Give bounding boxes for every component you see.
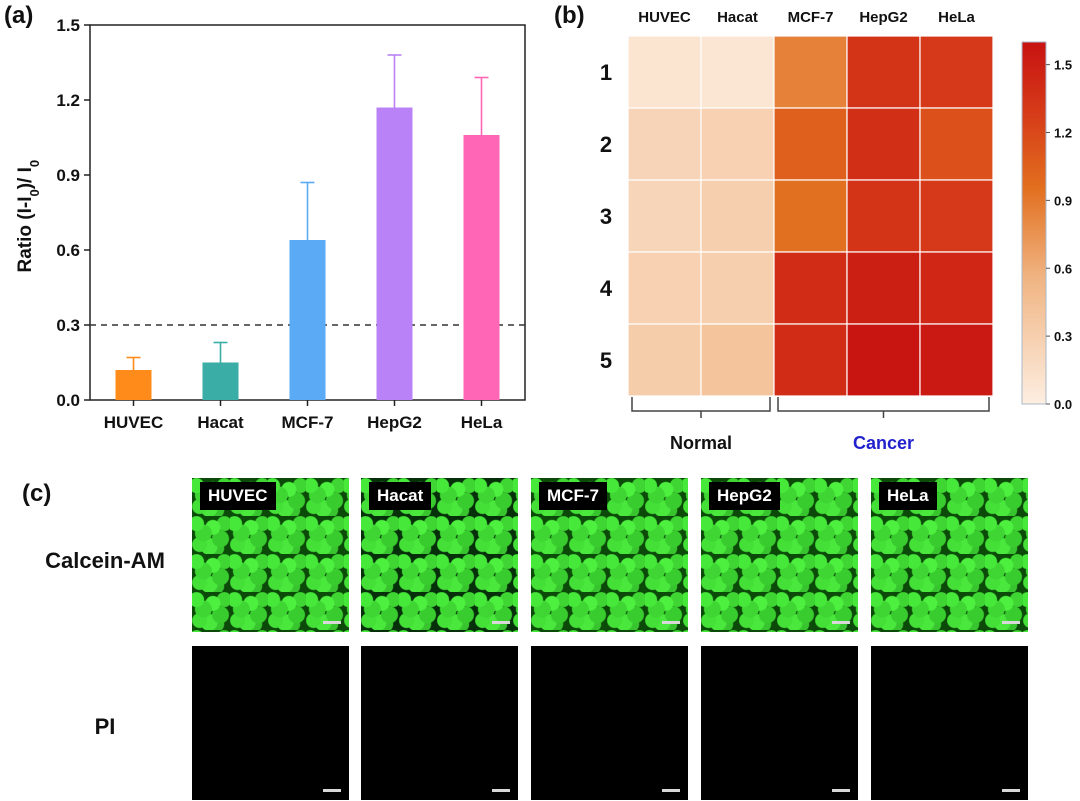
micrograph-calceinam-mcf7: MCF-7 [531, 478, 688, 632]
heatmap-cell [773, 323, 848, 397]
heatmap-column-label: Hacat [717, 9, 758, 26]
x-tick-label: HepG2 [367, 413, 422, 432]
heatmap-cell [627, 179, 702, 253]
heatmap-cell [700, 323, 775, 397]
heatmap-cell [773, 107, 848, 181]
heatmap-row-label: 5 [600, 348, 612, 373]
heatmap-cell [773, 179, 848, 253]
micrograph-pi-huvec [192, 646, 349, 800]
group-bracket [631, 397, 771, 418]
micrograph-label: HeLa [879, 482, 937, 510]
bar-hepg2 [376, 107, 413, 400]
scale-bar [662, 621, 680, 624]
heatmap-cell [627, 107, 702, 181]
heatmap-cell [919, 35, 994, 109]
heatmap-cell [773, 251, 848, 325]
micrograph-pi-hepg2 [701, 646, 858, 800]
colorbar-tick-label: 1.2 [1054, 126, 1072, 141]
group-label-cancer: Cancer [853, 433, 914, 453]
x-tick-label: HUVEC [104, 413, 164, 432]
heatmap-cell [919, 323, 994, 397]
y-axis-label: Ratio (I-I0)/ I0 [15, 160, 42, 273]
heatmap-panel: (b) HUVEC Hacat MCF-7 HepG2 HeLa 1 2 3 4 5 0.0 0.3 0… [540, 0, 1080, 470]
y-tick-label: 1.2 [56, 91, 80, 110]
bar-hela [463, 135, 500, 400]
colorbar-tick-label: 0.9 [1054, 193, 1072, 208]
heatmap-cell [700, 179, 775, 253]
heatmap-cell [627, 35, 702, 109]
scale-bar [492, 621, 510, 624]
heatmap-cell [919, 179, 994, 253]
x-tick-label: Hacat [197, 413, 244, 432]
bar-hacat [202, 362, 239, 400]
micrograph-label: HUVEC [200, 482, 276, 510]
micrograph-pi-hacat [361, 646, 518, 800]
micrograph-calceinam-hela: HeLa [871, 478, 1028, 632]
heatmap-cell [846, 323, 921, 397]
heatmap-cell [773, 35, 848, 109]
scale-bar [323, 621, 341, 624]
colorbar-tick-label: 1.5 [1054, 58, 1072, 73]
x-tick-label: MCF-7 [282, 413, 334, 432]
y-tick-label: 0.0 [56, 391, 80, 410]
micrograph-calceinam-hacat: Hacat [361, 478, 518, 632]
row-label-pi: PI [94, 714, 116, 739]
heatmap-cell [700, 251, 775, 325]
heatmap-cell [700, 107, 775, 181]
group-label-normal: Normal [670, 433, 732, 453]
scale-bar [1002, 621, 1020, 624]
colorbar-tick-label: 0.0 [1054, 397, 1072, 412]
scale-bar [492, 789, 510, 792]
microscopy-panel: (c) Calcein-AM PI HUVEC Hacat MCF-7 HepG2 He… [0, 470, 1080, 801]
micrograph-calceinam-hepg2: HepG2 [701, 478, 858, 632]
micrograph-calceinam-huvec: HUVEC [192, 478, 349, 632]
bar-mcf-7 [289, 240, 326, 400]
heatmap-cell [846, 107, 921, 181]
heatmap-cell [846, 251, 921, 325]
panel-label-b: (b) [554, 2, 585, 29]
heatmap-column-label: HepG2 [859, 9, 907, 26]
scale-bar [1002, 789, 1020, 792]
panel-label-c: (c) [22, 480, 52, 507]
heatmap-column-label: HUVEC [638, 9, 691, 26]
panel-label-a: (a) [4, 2, 34, 29]
heatmap-cell [627, 323, 702, 397]
x-tick-label: HeLa [461, 413, 503, 432]
row-label-calcein: Calcein-AM [45, 548, 165, 573]
micrograph-pi-mcf7 [531, 646, 688, 800]
colorbar-tick-label: 0.6 [1054, 261, 1072, 276]
micrograph-pi-hela [871, 646, 1028, 800]
colorbar-tick-label: 0.3 [1054, 329, 1072, 344]
bar-chart-panel: (a) 0.0 0.3 0.6 0.9 1.2 1.5 Ratio (I-I0)/ I0 HU… [0, 0, 540, 460]
heatmap-row-label: 2 [600, 132, 612, 157]
heatmap-cell [627, 251, 702, 325]
y-tick-label: 0.6 [56, 241, 80, 260]
heatmap-row-label: 4 [600, 276, 613, 301]
heatmap-cell [919, 251, 994, 325]
y-tick-label: 0.9 [56, 166, 80, 185]
heatmap-cell [919, 107, 994, 181]
heatmap-row-label: 1 [600, 60, 612, 85]
heatmap-chart: HUVEC Hacat MCF-7 HepG2 HeLa 1 2 3 4 5 0.0 0.3 0.6 0.… [600, 9, 1072, 453]
y-tick-label: 0.3 [56, 316, 80, 335]
scale-bar [832, 621, 850, 624]
micrograph-label: HepG2 [709, 482, 780, 510]
scale-bar [832, 789, 850, 792]
y-tick-label: 1.5 [56, 16, 80, 35]
heatmap-column-label: MCF-7 [788, 9, 834, 26]
scale-bar [662, 789, 680, 792]
heatmap-row-label: 3 [600, 204, 612, 229]
colorbar [1021, 41, 1047, 405]
heatmap-cell [846, 179, 921, 253]
heatmap-column-label: HeLa [938, 9, 975, 26]
heatmap-cell [846, 35, 921, 109]
bar-chart: 0.0 0.3 0.6 0.9 1.2 1.5 Ratio (I-I0)/ I0 HUVEC H… [15, 16, 526, 432]
group-bracket [777, 397, 990, 418]
micrograph-label: MCF-7 [539, 482, 607, 510]
scale-bar [323, 789, 341, 792]
bar-huvec [115, 370, 152, 400]
heatmap-cell [700, 35, 775, 109]
micrograph-label: Hacat [369, 482, 432, 510]
